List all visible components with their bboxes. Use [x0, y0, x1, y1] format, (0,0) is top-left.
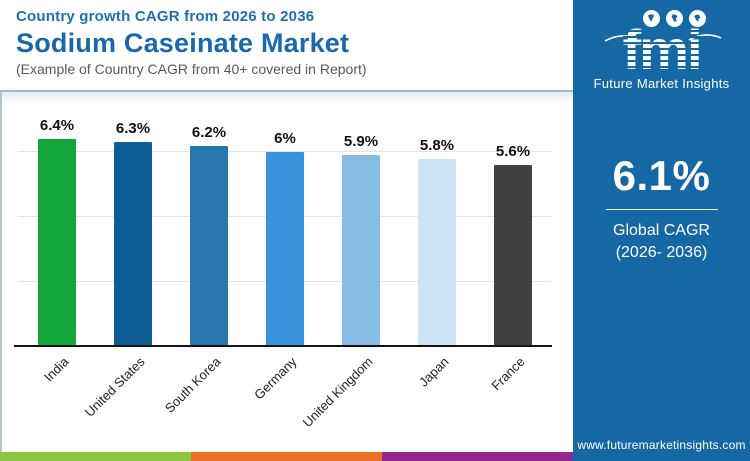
- bar-value-label-india: 6.4%: [39, 117, 75, 134]
- chart-left-border: [0, 91, 2, 452]
- bar-slot-germany: 6%: [247, 91, 323, 347]
- bar-value-label-france: 5.6%: [495, 143, 531, 160]
- website-url: www.futuremarketinsights.com: [577, 438, 746, 452]
- gridline-6pct: [18, 151, 551, 152]
- header-divider-shadow: [0, 92, 573, 103]
- bar-slot-united-states: 6.3%: [95, 91, 171, 347]
- bar-value-label-united-states: 6.3%: [115, 120, 151, 138]
- bar-slot-japan: 5.8%: [399, 91, 475, 347]
- bar-germany: [266, 152, 304, 347]
- footer-strip-segment-2: [191, 452, 382, 461]
- fmi-logo: fmi Future Market Insights: [573, 10, 750, 91]
- bar-value-label-japan: 5.8%: [419, 136, 455, 154]
- bar-japan: [418, 158, 456, 347]
- global-cagr-label-2: (2026- 2036): [615, 244, 708, 262]
- global-cagr-label-1: Global CAGR: [613, 222, 710, 239]
- page-title: Sodium Caseinate Market: [16, 28, 350, 58]
- apac-map-icon: [689, 10, 706, 27]
- brand-name: Future Market Insights: [593, 76, 730, 91]
- bar-slot-united-kingdom: 5.9%: [323, 91, 399, 347]
- americas-map-icon: [643, 10, 660, 27]
- header-divider: [0, 90, 573, 92]
- footer-strip-segment-3: [382, 452, 573, 461]
- bar-value-label-south-korea: 6.2%: [191, 123, 227, 141]
- global-cagr-stat: 6.1% Global CAGR (2026- 2036): [573, 152, 750, 265]
- header-note: (Example of Country CAGR from 40+ covere…: [16, 61, 367, 77]
- emea-map-icon: [666, 10, 683, 27]
- x-axis-line: [14, 345, 552, 347]
- brand-sidebar: fmi Future Market Insights 6.1% Global C…: [573, 0, 750, 461]
- footer-color-strip: [0, 452, 573, 461]
- bar-slot-south-korea: 6.2%: [171, 91, 247, 347]
- header: Country growth CAGR from 2026 to 2036 So…: [16, 8, 561, 77]
- fmi-logo-stripes: [622, 26, 701, 74]
- bar-slot-india: 6.4%: [19, 91, 95, 347]
- bar-france: [494, 165, 532, 347]
- bar-united-states: [114, 142, 152, 347]
- stat-divider: [605, 209, 718, 210]
- cagr-bar-chart: 6.4% 6.3% 6.2% 6% 5.9% 5.8% 5.6%: [0, 91, 573, 347]
- bar-south-korea: [190, 145, 228, 347]
- bar-united-kingdom: [342, 155, 380, 347]
- bar-value-label-germany: 6%: [274, 130, 296, 147]
- bar-slot-france: 5.6%: [475, 91, 551, 347]
- bar-value-label-united-kingdom: 5.9%: [343, 133, 379, 151]
- fmi-logotype: fmi: [622, 22, 703, 77]
- logo-globe-icons: [599, 10, 750, 28]
- bar-india: [38, 139, 76, 347]
- footer-strip-segment-1: [0, 452, 191, 461]
- chart-kicker: Country growth CAGR from 2026 to 2036: [16, 8, 315, 25]
- global-cagr-value: 6.1%: [612, 152, 711, 199]
